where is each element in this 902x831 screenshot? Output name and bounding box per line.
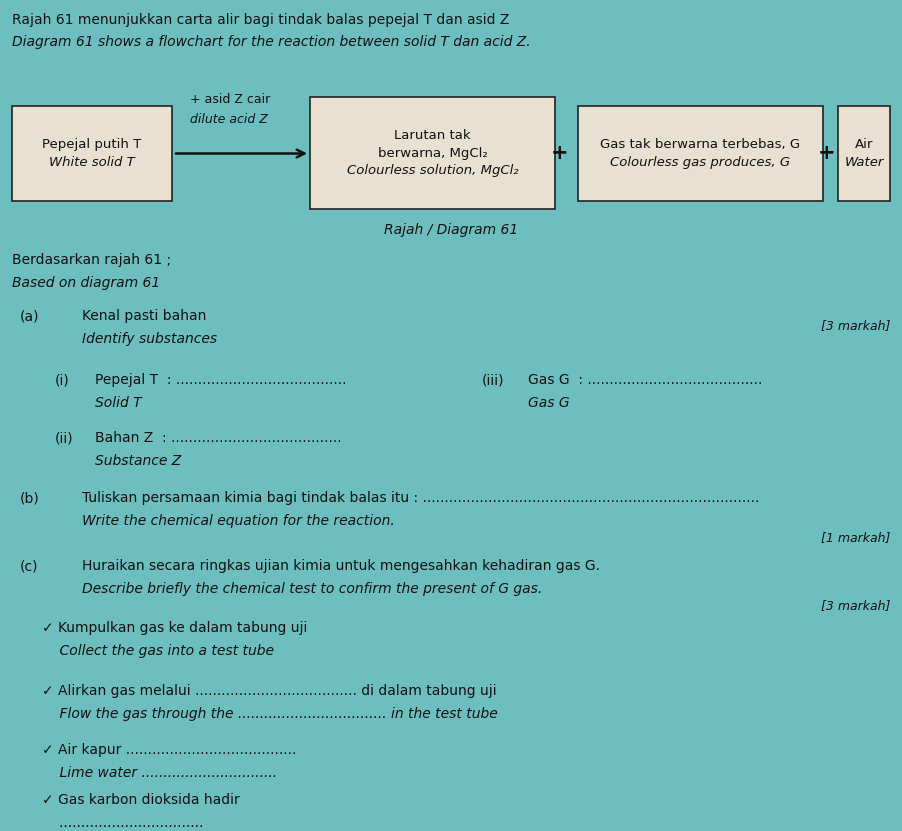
Text: Lime water ...............................: Lime water .............................…: [42, 766, 277, 780]
Text: (ii): (ii): [55, 431, 74, 445]
Text: Tuliskan persamaan kimia bagi tindak balas itu : ...............................: Tuliskan persamaan kimia bagi tindak bal…: [82, 491, 759, 505]
Text: Gas tak berwarna terbebas, G: Gas tak berwarna terbebas, G: [601, 138, 801, 151]
Text: (b): (b): [20, 491, 40, 505]
Text: (c): (c): [20, 559, 39, 573]
Text: Diagram 61 shows a flowchart for the reaction between solid T dan acid Z.: Diagram 61 shows a flowchart for the rea…: [12, 35, 530, 49]
Text: Identify substances: Identify substances: [82, 332, 217, 346]
Text: + asid Z cair: + asid Z cair: [190, 93, 271, 106]
Text: Larutan tak: Larutan tak: [394, 129, 471, 142]
Text: Pepejal putih T: Pepejal putih T: [42, 138, 142, 151]
Text: Flow the gas through the .................................. in the test tube: Flow the gas through the ...............…: [42, 707, 498, 721]
Text: (a): (a): [20, 309, 40, 323]
Text: Colourless solution, MgCl₂: Colourless solution, MgCl₂: [346, 164, 519, 177]
Text: Air: Air: [855, 138, 873, 151]
Text: White solid T: White solid T: [49, 155, 135, 169]
Text: Colourless gas produces, G: Colourless gas produces, G: [611, 155, 790, 169]
Text: ✓ Gas karbon dioksida hadir: ✓ Gas karbon dioksida hadir: [42, 793, 240, 807]
Text: Bahan Z  : .......................................: Bahan Z : ..............................…: [95, 431, 342, 445]
Text: Kenal pasti bahan: Kenal pasti bahan: [82, 309, 207, 323]
Text: Write the chemical equation for the reaction.: Write the chemical equation for the reac…: [82, 514, 395, 528]
Text: .................................: .................................: [42, 816, 204, 830]
Text: [3 markah]: [3 markah]: [821, 319, 890, 332]
Text: dilute acid Z: dilute acid Z: [190, 113, 268, 126]
Text: Huraikan secara ringkas ujian kimia untuk mengesahkan kehadiran gas G.: Huraikan secara ringkas ujian kimia untu…: [82, 559, 600, 573]
Text: Describe briefly the chemical test to confirm the present of G gas.: Describe briefly the chemical test to co…: [82, 582, 542, 596]
Text: Rajah 61 menunjukkan carta alir bagi tindak balas pepejal T dan asid Z: Rajah 61 menunjukkan carta alir bagi tin…: [12, 13, 510, 27]
Text: +: +: [818, 143, 836, 163]
Text: Based on diagram 61: Based on diagram 61: [12, 276, 161, 290]
Text: Gas G: Gas G: [528, 396, 570, 410]
Text: Berdasarkan rajah 61 ;: Berdasarkan rajah 61 ;: [12, 253, 171, 267]
Text: +: +: [551, 143, 569, 163]
Text: (iii): (iii): [482, 373, 504, 387]
FancyBboxPatch shape: [310, 97, 555, 209]
Text: Collect the gas into a test tube: Collect the gas into a test tube: [42, 644, 274, 658]
FancyBboxPatch shape: [12, 106, 172, 201]
Text: Pepejal T  : .......................................: Pepejal T : ............................…: [95, 373, 346, 387]
Text: Substance Z: Substance Z: [95, 454, 181, 468]
Text: Gas G  : ........................................: Gas G : ................................…: [528, 373, 762, 387]
Text: ✓ Kumpulkan gas ke dalam tabung uji: ✓ Kumpulkan gas ke dalam tabung uji: [42, 621, 308, 635]
Text: Solid T: Solid T: [95, 396, 142, 410]
FancyBboxPatch shape: [578, 106, 823, 201]
Text: berwarna, MgCl₂: berwarna, MgCl₂: [378, 146, 487, 160]
FancyBboxPatch shape: [838, 106, 890, 201]
Text: ✓ Air kapur .......................................: ✓ Air kapur ............................…: [42, 743, 297, 757]
Text: [1 markah]: [1 markah]: [821, 531, 890, 544]
Text: Rajah / Diagram 61: Rajah / Diagram 61: [384, 223, 518, 237]
Text: ✓ Alirkan gas melalui ..................................... di dalam tabung uji: ✓ Alirkan gas melalui ..................…: [42, 684, 497, 698]
Text: [3 markah]: [3 markah]: [821, 599, 890, 612]
Text: Water: Water: [844, 155, 884, 169]
Text: (i): (i): [55, 373, 69, 387]
